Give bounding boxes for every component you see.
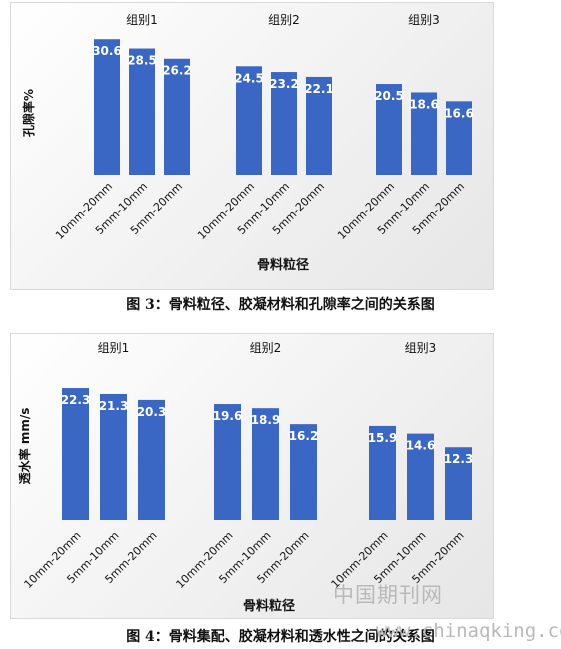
- bar: [290, 424, 317, 520]
- watermark-site-name: 中国期刊网: [333, 583, 443, 607]
- bar: [407, 433, 434, 520]
- chart-permeability: 组别1 22.3 10mm-20mm 21.3 5mm-10mm 20.3 5mm-20mm…: [10, 333, 494, 619]
- data-label: 19.6: [213, 409, 243, 423]
- chart-porosity-svg: 组别130.610mm-20mm28.55mm-10mm26.25mm-20mm…: [21, 13, 474, 273]
- x-axis-title: 骨料粒径: [243, 598, 295, 614]
- data-label: 30.6: [92, 44, 122, 58]
- data-label: 21.3: [99, 399, 129, 413]
- chart-porosity: 组别1 30.6 10mm-20mm 28.5 5mm-10mm 26.2 5mm-20mm…: [10, 2, 494, 290]
- bar: [138, 399, 165, 520]
- group-label: 组别1: [98, 341, 130, 355]
- group-label: 组别3: [405, 341, 437, 355]
- data-label: 20.3: [137, 405, 167, 419]
- group-label: 组别2: [250, 341, 282, 355]
- bar: [445, 447, 472, 520]
- bar: [369, 425, 396, 520]
- y-axis-title: 孔隙率%: [21, 89, 36, 137]
- bar: [376, 84, 402, 175]
- figure4-caption: 图 4：骨料集配、胶凝材料和透水性之间的关系图: [126, 629, 435, 645]
- bar: [100, 393, 127, 520]
- data-label: 15.9: [368, 431, 398, 445]
- bar: [129, 48, 155, 175]
- bar: [252, 408, 279, 520]
- bar: [214, 404, 241, 520]
- bar: [62, 388, 89, 520]
- group-label: 组别3: [408, 13, 440, 27]
- bar: [306, 76, 332, 175]
- bar: [271, 72, 297, 175]
- data-label: 16.6: [444, 106, 474, 120]
- data-label: 20.5: [374, 89, 404, 103]
- group-label: 组别2: [268, 13, 300, 27]
- group-label: 组别1: [126, 13, 158, 27]
- figure3-caption: 图 3：骨料粒径、胶凝材料和孔隙率之间的关系图: [126, 297, 435, 313]
- chart-permeability-svg: 组别122.310mm-20mm21.35mm-10mm20.35mm-20mm…: [17, 341, 474, 614]
- data-label: 14.6: [406, 439, 436, 453]
- data-label: 24.5: [234, 71, 264, 85]
- data-label: 22.3: [61, 393, 91, 407]
- data-label: 18.6: [409, 97, 439, 111]
- y-axis-title: 透水率 mm/s: [17, 408, 32, 485]
- data-label: 16.2: [289, 429, 319, 443]
- data-label: 22.1: [304, 82, 334, 96]
- bar: [94, 39, 120, 176]
- data-label: 12.3: [444, 452, 474, 466]
- bar: [411, 92, 437, 175]
- data-label: 18.9: [251, 413, 281, 427]
- data-label: 26.2: [162, 64, 192, 78]
- data-label: 28.5: [127, 54, 157, 68]
- bar: [236, 66, 262, 175]
- bar: [164, 58, 190, 175]
- data-label: 23.2: [269, 77, 299, 91]
- x-axis-title: 骨料粒径: [257, 257, 309, 273]
- watermark-url: www.chinaqking.com: [376, 620, 561, 642]
- bar: [446, 101, 472, 175]
